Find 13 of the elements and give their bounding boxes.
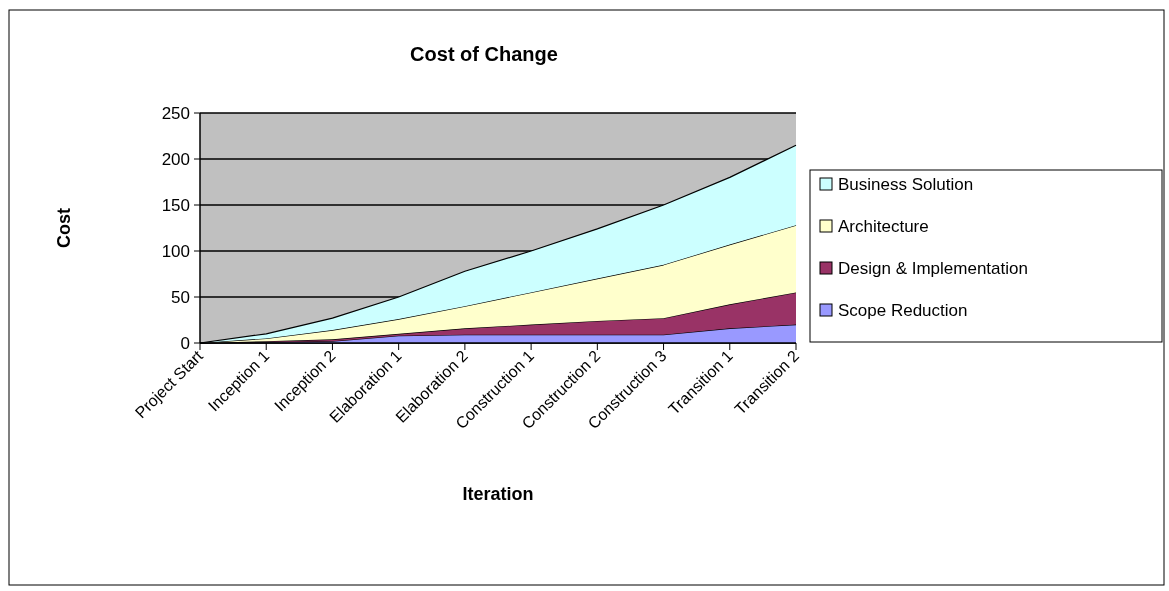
- legend-label: Architecture: [838, 216, 929, 236]
- y-tick-label: 0: [180, 333, 190, 353]
- y-tick-label: 100: [161, 241, 190, 261]
- legend-label: Scope Reduction: [838, 300, 968, 320]
- y-tick-label: 50: [171, 287, 190, 307]
- y-axis-title: Cost: [54, 208, 74, 248]
- legend-label: Design & Implementation: [838, 258, 1028, 278]
- y-tick-label: 200: [161, 149, 190, 169]
- chart-title: Cost of Change: [410, 43, 558, 65]
- x-axis-title: Iteration: [462, 484, 534, 504]
- y-tick-label: 250: [161, 103, 190, 123]
- y-tick-label: 150: [161, 195, 190, 215]
- legend-label: Business Solution: [838, 174, 974, 194]
